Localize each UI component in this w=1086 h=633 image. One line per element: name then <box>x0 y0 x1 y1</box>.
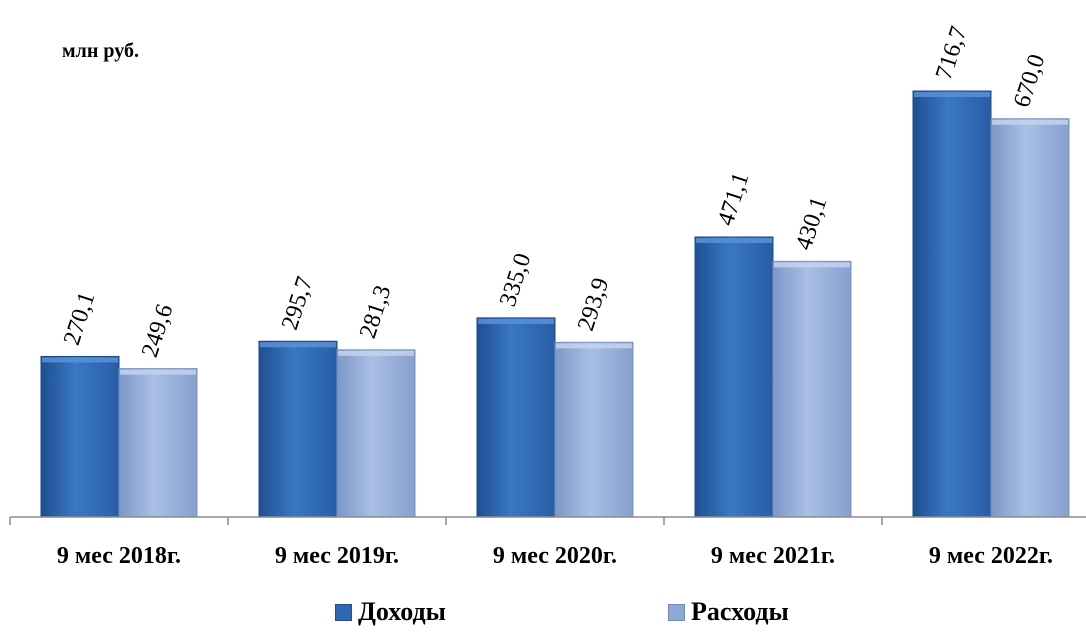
bar-income <box>40 355 120 518</box>
bar-expense <box>336 349 416 518</box>
bar-chart: 9 мес 2018г. 270,1 249,6 9 мес 2019г. 295,7 2… <box>9 23 1086 569</box>
bar-top-highlight <box>914 92 990 97</box>
bar-top-highlight <box>120 369 196 375</box>
legend-label-income: Доходы <box>358 597 446 626</box>
bar-top-highlight <box>774 262 850 268</box>
bar-expense <box>118 368 198 518</box>
x-tick-label: 9 мес 2022г. <box>929 543 1053 569</box>
bar-top-highlight <box>478 318 554 324</box>
bar-top-highlight <box>338 350 414 356</box>
data-label: 430,1 <box>791 194 832 253</box>
data-label: 281,3 <box>355 282 396 341</box>
bar-income <box>476 317 556 518</box>
x-tick-label: 9 мес 2019г. <box>275 543 399 569</box>
legend-swatch-expense <box>668 603 685 621</box>
bar-income <box>258 340 338 518</box>
data-label: 716,7 <box>931 23 972 82</box>
x-tick-label: 9 мес 2018г. <box>57 543 181 569</box>
unit-label: млн руб. <box>62 40 139 62</box>
bar-expense <box>990 118 1070 518</box>
data-label: 335,0 <box>495 250 536 309</box>
x-tick-label: 9 мес 2020г. <box>493 543 617 569</box>
data-label: 270,1 <box>59 289 100 348</box>
legend-item-expense: Расходы <box>668 597 789 627</box>
bar-expense <box>772 260 852 518</box>
bar-income <box>694 236 774 518</box>
legend-item-income: Доходы <box>335 597 446 627</box>
bar-top-highlight <box>260 342 336 348</box>
legend-swatch-income <box>335 603 352 621</box>
bar-income <box>912 90 992 518</box>
bar-expense <box>554 341 634 518</box>
bar-top-highlight <box>696 237 772 243</box>
bar-top-highlight <box>42 357 118 363</box>
legend-label-expense: Расходы <box>691 597 789 626</box>
x-tick-label: 9 мес 2021г. <box>711 543 835 569</box>
data-label: 295,7 <box>277 274 318 333</box>
legend: Доходы Расходы <box>0 597 1086 633</box>
data-label: 293,9 <box>573 275 614 334</box>
data-label: 670,0 <box>1009 51 1050 110</box>
bar-top-highlight <box>556 343 632 349</box>
data-label: 471,1 <box>713 169 754 228</box>
bar-top-highlight <box>992 119 1068 125</box>
data-label: 249,6 <box>137 301 178 360</box>
